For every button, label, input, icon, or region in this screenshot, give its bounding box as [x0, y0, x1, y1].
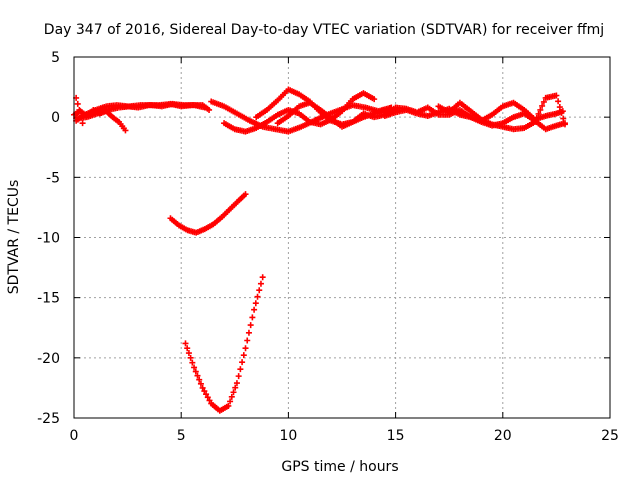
data-points [71, 86, 568, 414]
series-sat-c [73, 100, 208, 122]
data-point [185, 350, 192, 357]
data-point [245, 329, 252, 336]
data-point [228, 393, 235, 400]
data-point [553, 92, 560, 99]
plot-frame [73, 56, 611, 419]
data-point [232, 384, 239, 391]
series-sat-e [167, 191, 249, 236]
data-point [558, 109, 565, 116]
data-point [79, 120, 86, 127]
data-point [239, 359, 246, 366]
data-point [237, 366, 244, 373]
y-tick-label: -10 [37, 231, 60, 247]
data-point [206, 397, 213, 404]
data-point [539, 102, 546, 109]
data-point [227, 398, 234, 405]
y-tick-label: 5 [51, 50, 60, 66]
series-sat-l [435, 92, 568, 133]
data-point [74, 100, 81, 107]
data-point [249, 314, 256, 321]
x-tick-label: 10 [279, 428, 297, 444]
data-point [555, 98, 562, 105]
data-point [187, 354, 194, 361]
data-point [560, 115, 567, 122]
data-point [540, 98, 547, 105]
data-point [561, 121, 568, 128]
data-point [537, 106, 544, 113]
data-point [254, 293, 261, 300]
data-point [242, 191, 249, 198]
y-tick-label: -15 [37, 291, 60, 307]
data-point [247, 322, 254, 329]
data-point [76, 106, 83, 113]
data-point [535, 110, 542, 117]
data-point [259, 274, 266, 281]
x-tick-label: 20 [494, 428, 512, 444]
data-point [251, 306, 258, 313]
y-tick-label: -5 [46, 170, 60, 186]
data-point [122, 127, 129, 134]
data-point [371, 96, 378, 103]
data-point [244, 337, 251, 344]
data-point [201, 104, 208, 111]
data-point [230, 389, 237, 396]
data-point [191, 364, 198, 371]
data-point [201, 388, 208, 395]
data-point [257, 280, 264, 287]
data-point [197, 380, 204, 387]
y-tick-label: -20 [37, 351, 60, 367]
data-point [196, 376, 203, 383]
data-point [192, 368, 199, 375]
data-point [252, 300, 259, 307]
x-tick-label: 5 [177, 428, 186, 444]
data-point [182, 340, 189, 347]
data-point [531, 118, 538, 125]
data-point [556, 104, 563, 111]
data-point [189, 359, 196, 366]
y-axis-label: SDTVAR / TECUs [6, 180, 22, 295]
data-point [194, 372, 201, 379]
data-point [184, 345, 191, 352]
x-tick-label: 0 [70, 428, 79, 444]
data-point [77, 113, 84, 120]
data-point [256, 287, 263, 294]
series-sat-f [182, 274, 266, 414]
data-point [204, 394, 211, 401]
data-point [235, 373, 242, 380]
data-point [199, 384, 206, 391]
data-point [233, 380, 240, 387]
x-tick-label: 25 [601, 428, 619, 444]
x-tick-label: 15 [387, 428, 405, 444]
data-point [533, 114, 540, 121]
data-point [225, 402, 232, 409]
data-point [203, 391, 210, 398]
data-point [242, 345, 249, 352]
y-tick-label: -25 [37, 411, 60, 427]
data-point [240, 352, 247, 359]
data-point [206, 106, 213, 113]
chart-title: Day 347 of 2016, Sidereal Day-to-day VTE… [44, 22, 604, 38]
y-tick-label: 0 [51, 110, 60, 126]
x-axis-label: GPS time / hours [281, 459, 398, 475]
